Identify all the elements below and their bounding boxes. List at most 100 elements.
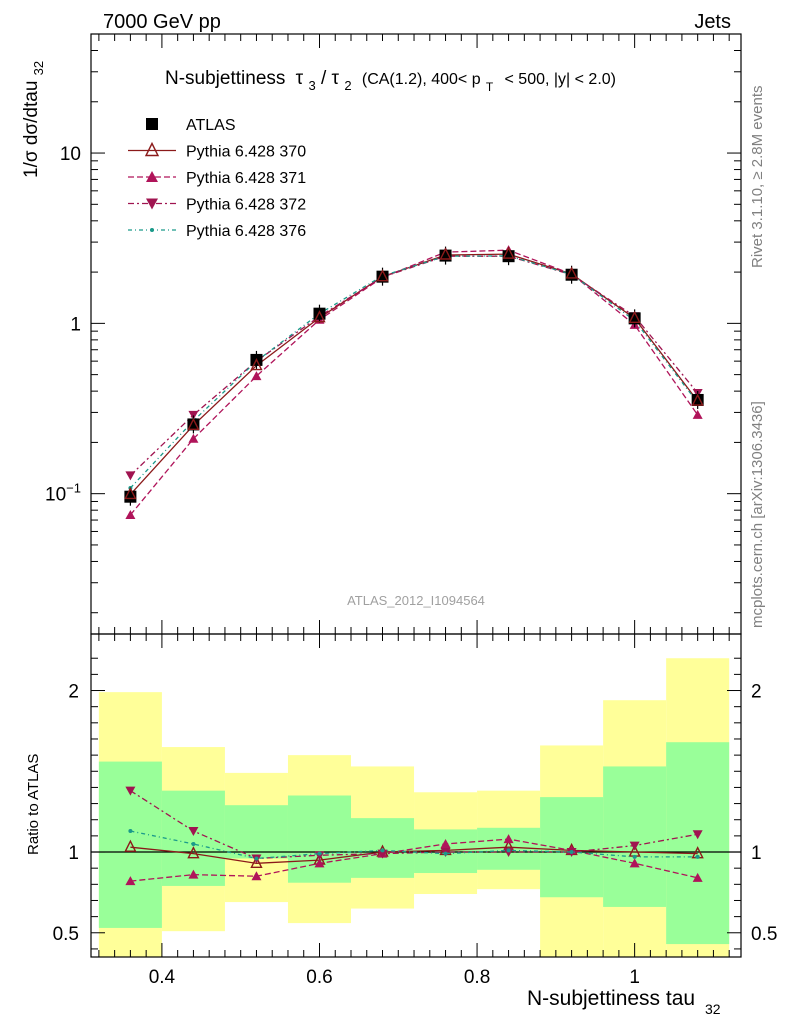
main-point-data-7 bbox=[565, 268, 578, 281]
main-line-p372 bbox=[129, 255, 699, 476]
main-point-p370-0 bbox=[124, 486, 137, 500]
ratio-ytick-label-right: 1 bbox=[751, 843, 762, 864]
header-right: Jets bbox=[694, 11, 731, 33]
ratio-plot-area: 0.5 0.5 1 1 2 2 0.4 0.6 0.8 1 bbox=[53, 633, 777, 988]
main-point-p371-0 bbox=[125, 509, 136, 519]
title-tau-b: τ bbox=[332, 68, 340, 89]
ratio-point-p376-6 bbox=[506, 848, 511, 853]
main-point-p371-2 bbox=[251, 371, 262, 381]
ratio-point-p371-5 bbox=[440, 838, 451, 848]
mcplots-label: mcplots.cern.ch [arXiv:1306.3436] bbox=[749, 401, 766, 628]
ratio-point-p372-9 bbox=[692, 830, 703, 840]
ratio-point-p371-8 bbox=[629, 858, 640, 868]
rivet-label: Rivet 3.1.10, ≥ 2.8M events bbox=[749, 86, 766, 269]
main-point-p370-5 bbox=[439, 247, 452, 260]
ratio-point-p376-3 bbox=[317, 851, 322, 856]
main-ytick-label: 1 bbox=[70, 314, 81, 335]
legend-label-p370: Pythia 6.428 370 bbox=[186, 144, 306, 161]
ratio-ytick-label-right: 0.5 bbox=[751, 924, 777, 945]
main-point-p370-6 bbox=[502, 246, 515, 259]
ratio-point-p370-1 bbox=[187, 846, 200, 859]
ratio-point-p376-0 bbox=[128, 829, 133, 834]
analysis-id: ATLAS_2012_I1094564 bbox=[347, 593, 485, 608]
ratio-point-p370-2 bbox=[250, 855, 263, 869]
ratio-point-p376-4 bbox=[380, 848, 385, 853]
ratio-point-p376-5 bbox=[443, 851, 448, 856]
ratio-point-p372-0 bbox=[125, 786, 136, 796]
main-point-data-5 bbox=[439, 249, 452, 262]
main-point-p371-9 bbox=[692, 409, 703, 419]
ratio-point-p376-9 bbox=[695, 854, 700, 859]
ratio-point-p371-0 bbox=[125, 876, 136, 886]
ratio-point-p372-1 bbox=[188, 827, 199, 837]
main-line-p376 bbox=[129, 255, 699, 489]
xtick-label: 0.6 bbox=[306, 967, 332, 988]
main-point-p371-1 bbox=[188, 433, 199, 443]
main-point-p370-7 bbox=[565, 266, 578, 279]
band-inner-4 bbox=[351, 818, 415, 878]
main-point-p372-1 bbox=[188, 410, 199, 420]
main-point-data-8 bbox=[628, 312, 641, 325]
main-ytick-label: 10 bbox=[60, 144, 81, 165]
main-line-p371 bbox=[129, 249, 699, 516]
main-point-data-9 bbox=[691, 393, 704, 406]
xlabel-text: N-subjettiness tau bbox=[527, 987, 695, 1010]
plot-title: N-subjettiness τ 3 / τ 2 (CA(1.2), 400< … bbox=[165, 68, 616, 96]
main-line-p370 bbox=[129, 253, 699, 495]
ratio-line-p376 bbox=[130, 830, 698, 860]
legend-marker-p371 bbox=[146, 171, 158, 182]
ratio-point-p371-3 bbox=[314, 858, 325, 868]
ratio-point-p370-0 bbox=[124, 839, 137, 852]
ratio-point-p376-2 bbox=[254, 856, 259, 861]
main-point-p372-0 bbox=[125, 471, 136, 481]
main-point-p370-4 bbox=[376, 269, 389, 282]
header-left: 7000 GeV pp bbox=[103, 11, 221, 33]
ylabel-main: 1/σ dσ/dtau 32 bbox=[21, 61, 46, 178]
ylabel-main-sub: 32 bbox=[31, 61, 46, 75]
ratio-ytick-label-left: 2 bbox=[68, 682, 79, 703]
title-main: N-subjettiness bbox=[165, 68, 285, 89]
ratio-point-p372-6 bbox=[503, 848, 514, 858]
main-ytick-label: 10−1 bbox=[45, 481, 81, 506]
band-inner-8 bbox=[603, 766, 667, 907]
main-point-p370-8 bbox=[628, 310, 641, 324]
ratio-point-p376-1 bbox=[191, 841, 196, 846]
ratio-point-p372-4 bbox=[377, 849, 388, 859]
legend-label-data: ATLAS bbox=[186, 117, 236, 134]
band-inner-9 bbox=[666, 742, 730, 945]
xlabel-sub: 32 bbox=[705, 1001, 721, 1017]
main-point-p370-1 bbox=[187, 417, 200, 431]
ratio-ytick-label-left: 1 bbox=[68, 843, 79, 864]
xtick-label: 1 bbox=[629, 967, 640, 988]
legend-label-p372: Pythia 6.428 372 bbox=[186, 197, 306, 214]
ylabel-main-text: 1/σ dσ/dtau bbox=[21, 81, 42, 178]
legend-marker-p376 bbox=[150, 228, 154, 232]
ratio-line-p371 bbox=[130, 838, 698, 882]
title-sub-b: 2 bbox=[344, 78, 351, 93]
ratio-point-p376-7 bbox=[569, 850, 574, 855]
legend-marker-data bbox=[146, 118, 158, 130]
ylabel-ratio: Ratio to ATLAS bbox=[25, 754, 42, 855]
band-inner-0 bbox=[98, 761, 162, 928]
legend-label-p376: Pythia 6.428 376 bbox=[186, 223, 306, 240]
ratio-ytick-label-left: 0.5 bbox=[53, 924, 79, 945]
title-cuts-1: (CA(1.2), 400< p bbox=[362, 71, 481, 88]
main-point-data-4 bbox=[376, 270, 389, 283]
ratio-line-p372 bbox=[130, 790, 698, 860]
ratio-point-p372-8 bbox=[629, 841, 640, 851]
ratio-ytick-label-right: 2 bbox=[751, 682, 762, 703]
legend-marker-p370 bbox=[144, 141, 160, 157]
ratio-point-p371-9 bbox=[692, 872, 703, 882]
xtick-label: 0.8 bbox=[464, 967, 490, 988]
ratio-point-p376-8 bbox=[632, 854, 637, 859]
band-inner-2 bbox=[224, 805, 288, 859]
main-point-data-1 bbox=[187, 418, 200, 431]
xlabel: N-subjettiness tau 32 bbox=[527, 987, 721, 1017]
title-slash: / bbox=[321, 68, 327, 89]
legend-marker-p372 bbox=[146, 198, 158, 210]
main-point-p370-3 bbox=[313, 310, 326, 323]
main-point-data-3 bbox=[313, 307, 326, 320]
title-cuts-sub: T bbox=[486, 80, 494, 94]
xtick-label: 0.4 bbox=[149, 967, 176, 988]
